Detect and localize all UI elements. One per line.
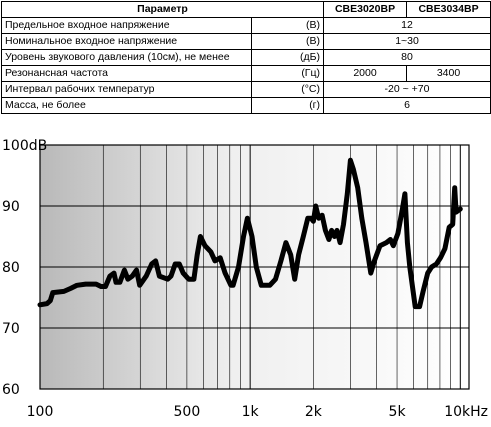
row-value-b: 3400 xyxy=(406,65,491,82)
y-tick-label: 90 xyxy=(2,199,20,215)
model-a-header: CBE3020BP xyxy=(323,1,408,18)
table-row: Масса, не более (г) 6 xyxy=(1,97,491,114)
grid xyxy=(40,145,469,389)
table-row: Резонансная частота (Гц) 2000 3400 xyxy=(1,65,491,82)
x-tick-label: 2k xyxy=(305,404,323,420)
row-value: 6 xyxy=(323,97,491,114)
row-value: 80 xyxy=(323,49,491,66)
x-tick-label: 5k xyxy=(389,404,407,420)
y-tick-label: 100dB xyxy=(2,138,47,154)
table-row: Предельное входное напряжение (В) 12 xyxy=(1,17,491,34)
row-value-a: 2000 xyxy=(323,65,408,82)
row-label: Предельное входное напряжение xyxy=(1,17,252,34)
x-tick-label: 500 xyxy=(174,404,201,420)
x-tick-labels: 100 500 1k 2k 5k 10kHz xyxy=(27,404,488,420)
series-layer xyxy=(37,157,463,310)
y-tick-labels: 100dB 90 80 70 60 xyxy=(2,138,47,398)
row-unit: (В) xyxy=(250,33,325,50)
row-label: Интервал рабочих температур xyxy=(1,81,252,98)
row-value: 12 xyxy=(323,17,491,34)
table-header-row: Параметр CBE3020BP CBE3034BP xyxy=(0,1,491,18)
row-unit: (°С) xyxy=(250,81,325,98)
table-row: Уровень звукового давления (10см), не ме… xyxy=(1,49,491,66)
row-value: -20 ~ +70 xyxy=(323,81,491,98)
y-tick-label: 70 xyxy=(2,321,20,337)
row-unit: (г) xyxy=(250,97,325,114)
row-unit: (дБ) xyxy=(250,49,325,66)
row-value: 1~30 xyxy=(323,33,491,50)
row-label: Масса, не более xyxy=(1,97,252,114)
plot-frame xyxy=(39,144,470,390)
series-line-0 xyxy=(37,157,463,310)
x-tick-label: 100 xyxy=(27,404,54,420)
frequency-response-chart: 100dB 90 80 70 60 100 500 1k 2k 5k 10kHz xyxy=(2,138,488,420)
specs-table: Параметр CBE3020BP CBE3034BP Предельное … xyxy=(0,1,491,114)
row-label: Резонансная частота xyxy=(1,65,252,82)
x-tick-label: 10kHz xyxy=(444,404,488,420)
row-unit: (В) xyxy=(250,17,325,34)
param-header: Параметр xyxy=(0,1,325,18)
y-tick-label: 60 xyxy=(2,382,20,398)
table-row: Интервал рабочих температур (°С) -20 ~ +… xyxy=(1,81,491,98)
x-tick-label: 1k xyxy=(242,404,260,420)
row-label: Номинальное входное напряжение xyxy=(1,33,252,50)
model-b-header: CBE3034BP xyxy=(406,1,491,18)
row-label: Уровень звукового давления (10см), не ме… xyxy=(1,49,252,66)
y-tick-label: 80 xyxy=(2,260,20,276)
row-unit: (Гц) xyxy=(250,65,325,82)
table-row: Номинальное входное напряжение (В) 1~30 xyxy=(1,33,491,50)
